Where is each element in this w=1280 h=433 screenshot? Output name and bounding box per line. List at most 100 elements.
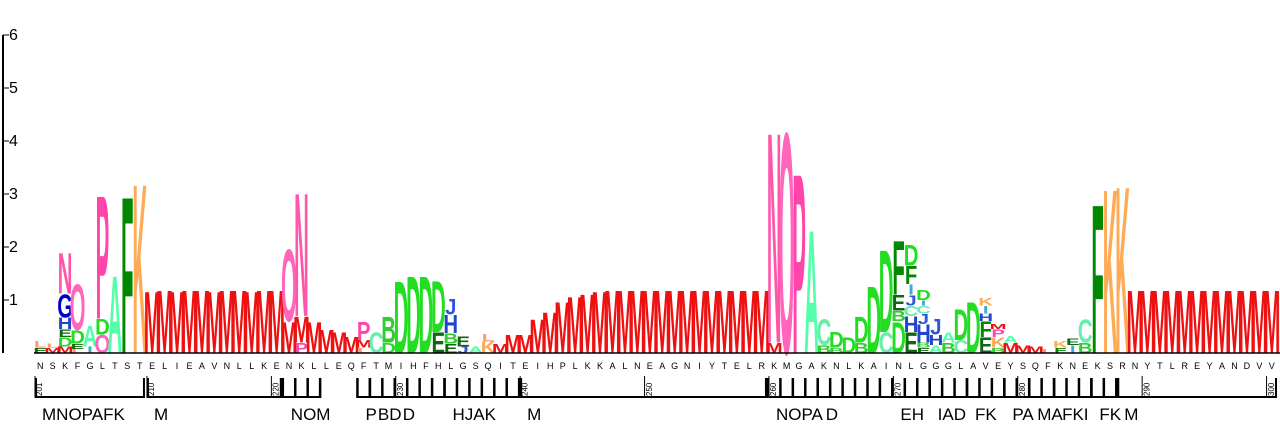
sequence-residue: A [808, 361, 814, 371]
logo-letter-O: O [779, 67, 795, 421]
logo-letter-M: M [1226, 272, 1243, 373]
logo-letter-M: M [44, 347, 61, 355]
logo-letter-E: E [58, 328, 72, 340]
logo-letter-H: H [978, 312, 993, 324]
sequence-residue: E [647, 361, 653, 371]
region-label: P [365, 405, 376, 424]
logo-letter-H: H [58, 314, 73, 333]
logo-letter-P: P [792, 120, 806, 408]
sequence-residue: L [747, 361, 752, 371]
logo-letter-F: F [121, 150, 133, 401]
logo-letter-M: M [542, 301, 559, 367]
sequence-residue: E [186, 361, 192, 371]
logo-letter-M: M [243, 273, 260, 372]
logo-letter-J: J [905, 292, 916, 309]
logo-letter-A: A [468, 346, 483, 356]
logo-letter-N: N [767, 70, 782, 407]
logo-letter-G: G [57, 287, 73, 324]
sequence-residue: M [385, 361, 393, 371]
region-brackets: MNOPAFK M NOM P BD D HJAK M NOPA D EH IAD FK PA MA FKI F… [35, 378, 1277, 424]
logo-letter-E: E [904, 327, 918, 360]
region-label: BD [378, 405, 402, 424]
logo-letter-M: M [1189, 272, 1206, 373]
y-tick-label: 2 [9, 239, 18, 256]
logo-letter-M: M [193, 272, 210, 373]
sequence-residue: S [124, 361, 130, 371]
sequence-residue: L [573, 361, 578, 371]
sequence-residue: I [176, 361, 179, 371]
sequence-residue: V [211, 361, 217, 371]
sequence-residue: Y [1008, 361, 1014, 371]
sequence-residue: L [162, 361, 167, 371]
logo-letter-C: C [369, 327, 384, 360]
logo-letter-D: D [95, 316, 110, 340]
sequence-residue: E [522, 361, 528, 371]
logo-letter-L: L [1042, 348, 1054, 355]
logo-letter-K: K [1115, 136, 1130, 404]
sequence-residue: Q [1032, 361, 1039, 371]
sequence-residue: G [86, 361, 93, 371]
logo-letter-M: M [268, 272, 285, 373]
sequence-residue: H [435, 361, 442, 371]
logo-letter-M: M [330, 327, 347, 360]
sequence-residue: G [945, 361, 952, 371]
logo-letter-D: D [953, 301, 968, 350]
logo-letter-B: B [829, 347, 844, 355]
position-number: 270 [894, 382, 903, 396]
sequence-residue: D [1244, 361, 1251, 371]
logo-letter-B: B [1078, 340, 1093, 357]
region-label: M [154, 405, 168, 424]
sequence-residue: K [585, 361, 591, 371]
position-number: 300 [1267, 382, 1276, 396]
sequence-residue: G [932, 361, 939, 371]
logo-letter-A: A [941, 329, 956, 346]
sequence-residue: H [547, 361, 554, 371]
position-numbers: 201 210 220 230 240 250 260 270 280 290 300 [34, 376, 1276, 398]
sequence-residue: F [75, 361, 81, 371]
logo-letter-D: D [58, 334, 73, 349]
logo-letter-M: M [616, 272, 633, 373]
logo-letter-K: K [1053, 340, 1069, 350]
logo-letter-H: H [916, 319, 931, 348]
logo-letter-M: M [181, 272, 198, 373]
logo-letter-D: D [419, 253, 434, 377]
region-label: M [527, 405, 541, 424]
region-label: EH [900, 405, 924, 424]
logo-letter-A: A [108, 253, 123, 377]
logo-letter-M: M [728, 272, 745, 373]
logo-letter-A: A [1003, 335, 1018, 345]
logo-letter-K: K [132, 133, 147, 405]
logo-letter-E: E [71, 342, 85, 350]
logo-letter-M: M [355, 338, 372, 350]
logo-letter-M: M [766, 340, 783, 357]
logo-letter-P: P [295, 340, 309, 357]
logo-letter-M: M [1214, 272, 1231, 373]
logo-letter-H: H [904, 313, 919, 337]
position-number: 201 [35, 382, 44, 396]
sequence-residue: T [373, 361, 379, 371]
sequence-residue: Y [1144, 361, 1150, 371]
sequence-residue: A [199, 361, 205, 371]
sequence-residue: L [324, 361, 329, 371]
sequence-residue: E [734, 361, 740, 371]
sequence-residue: L [958, 361, 963, 371]
sequence-residue: V [1256, 361, 1262, 371]
sequence-residue: N [634, 361, 641, 371]
logo-letter-L: L [46, 343, 58, 350]
y-tick-label: 4 [9, 133, 18, 150]
logo-letter-M: M [231, 272, 248, 373]
sequence-residue: K [771, 361, 777, 371]
logo-letter-E: E [444, 341, 458, 356]
sequence-residue: A [1219, 361, 1225, 371]
sequence-residue: L [909, 361, 914, 371]
logo-letter-J: J [918, 311, 929, 328]
sequence-residue: A [659, 361, 665, 371]
sequence-residue: A [609, 361, 615, 371]
logo-letter-M: M [144, 273, 161, 372]
region-label: MA [1037, 405, 1063, 424]
logo-letter-M: M [1151, 272, 1168, 373]
sequence-residue: L [100, 361, 105, 371]
sequence-residue: K [298, 361, 304, 371]
logo-letter-C: C [916, 304, 931, 316]
